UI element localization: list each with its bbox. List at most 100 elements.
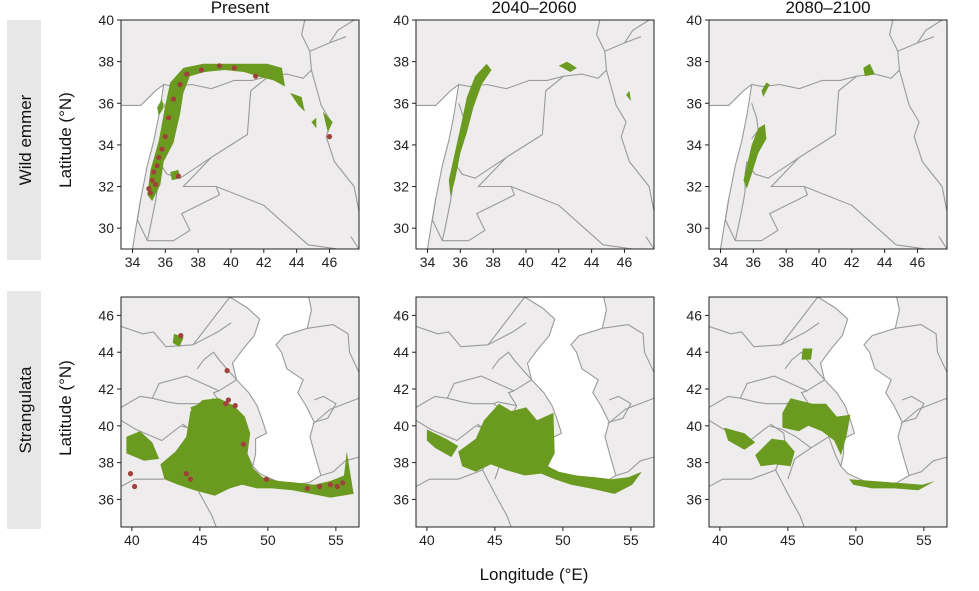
suitable-habitat-area — [463, 451, 483, 467]
suitable-habitat-area — [755, 438, 795, 467]
country-border — [605, 69, 654, 212]
occurrence-point — [187, 476, 193, 482]
suitable-habitat-area — [724, 427, 756, 450]
x-tick-label: 50 — [848, 532, 864, 548]
land-background — [416, 20, 654, 249]
x-tick-label: 40 — [223, 254, 239, 270]
map-panels: 34 36 38 40 42 44 46 30 32 34 36 38 40 34 36 38 40 42 44 46… — [98, 12, 948, 548]
occurrence-point — [147, 190, 154, 196]
occurrence-point — [232, 403, 238, 409]
y-tick-label: 32 — [686, 179, 702, 195]
y-tick-label: 30 — [98, 220, 114, 236]
country-border — [211, 75, 270, 158]
y-tick-label: 38 — [393, 54, 409, 70]
occurrence-point — [334, 483, 340, 490]
country-border — [491, 351, 533, 381]
y-tick-label: 36 — [686, 95, 702, 111]
y-tick-label: 38 — [686, 54, 702, 70]
country-border — [431, 198, 443, 241]
occurrence-point — [170, 96, 177, 102]
y-tick-label: 40 — [98, 418, 114, 434]
country-border — [312, 397, 359, 425]
country-border — [709, 297, 819, 348]
country-border — [442, 157, 516, 242]
suitable-habitat-area — [863, 63, 875, 77]
y-tick-label: 46 — [686, 307, 702, 323]
occurrence-point — [154, 163, 160, 169]
y-tick-label: 32 — [98, 179, 114, 195]
country-border — [482, 469, 512, 527]
occurrence-point — [183, 471, 189, 477]
y-tick-label: 36 — [393, 95, 409, 111]
occurrence-point — [327, 482, 333, 488]
suitable-habitat-area — [743, 124, 767, 189]
sea-area — [416, 83, 460, 249]
occurrence-point — [151, 169, 157, 175]
country-border — [780, 322, 820, 346]
occurrence-point — [162, 134, 168, 140]
occurrence-point — [223, 401, 229, 407]
map-panel-strangulata-2080-2100: 40 45 50 55 36 38 40 42 44 46 — [686, 296, 948, 548]
occurrence-point — [326, 134, 333, 140]
country-border — [307, 324, 359, 373]
country-border — [151, 375, 237, 399]
occurrence-point — [159, 146, 165, 152]
y-tick-label: 46 — [393, 307, 409, 323]
y-tick-label: 38 — [98, 455, 114, 471]
country-border — [803, 185, 926, 249]
sea-area — [121, 83, 165, 249]
country-border — [900, 397, 947, 425]
country-border — [799, 75, 858, 158]
country-border — [608, 395, 632, 423]
land-background — [121, 20, 359, 249]
country-border — [147, 157, 221, 242]
x-tick-label: 46 — [322, 254, 338, 270]
y-tick-label: 42 — [393, 381, 409, 397]
panel-frame — [120, 296, 360, 528]
country-border — [310, 69, 359, 212]
suitable-habitat-area — [147, 63, 286, 202]
x-tick-label: 55 — [916, 532, 932, 548]
country-border — [136, 198, 148, 241]
column-title-present: Present — [211, 0, 270, 17]
country-border — [416, 469, 483, 487]
panel-frame — [708, 19, 948, 250]
x-tick-label: 38 — [190, 254, 206, 270]
suitable-habitat-area — [448, 63, 492, 198]
country-border — [938, 236, 947, 249]
panel-frame — [120, 19, 360, 250]
country-border — [121, 297, 231, 348]
country-border — [709, 469, 776, 487]
suitable-habitat-area — [157, 99, 164, 116]
y-tick-label: 34 — [686, 137, 702, 153]
suitable-habitat-area — [782, 398, 851, 456]
occurrence-point — [127, 471, 134, 477]
y-tick-label: 38 — [98, 54, 114, 70]
y-tick-label: 40 — [393, 12, 409, 28]
occurrence-point — [304, 485, 310, 491]
panel-frame — [415, 296, 655, 528]
suitable-habitat-area — [801, 348, 813, 360]
occurrence-point — [132, 483, 138, 490]
country-border — [775, 469, 805, 527]
y-tick-label: 36 — [393, 491, 409, 507]
x-tick-label: 45 — [192, 532, 208, 548]
x-tick-label: 40 — [124, 532, 140, 548]
y-tick-label: 30 — [393, 220, 409, 236]
suitable-habitat-area — [626, 90, 631, 102]
suitable-habitat-area — [190, 398, 230, 434]
suitable-habitat-area — [849, 479, 935, 491]
x-tick-label: 40 — [811, 254, 827, 270]
country-border — [810, 435, 842, 467]
y-tick-label: 36 — [98, 95, 114, 111]
occurrence-point — [149, 177, 155, 183]
map-panel-strangulata-2040-2060: 40 45 50 55 36 38 40 42 44 46 — [393, 296, 655, 548]
y-tick-label: 46 — [98, 307, 114, 323]
x-tick-label: 36 — [453, 254, 469, 270]
occurrence-point — [224, 368, 230, 374]
y-tick-label: 42 — [686, 381, 702, 397]
x-tick-label: 46 — [910, 254, 926, 270]
x-tick-label: 42 — [256, 254, 272, 270]
x-tick-label: 46 — [617, 254, 633, 270]
